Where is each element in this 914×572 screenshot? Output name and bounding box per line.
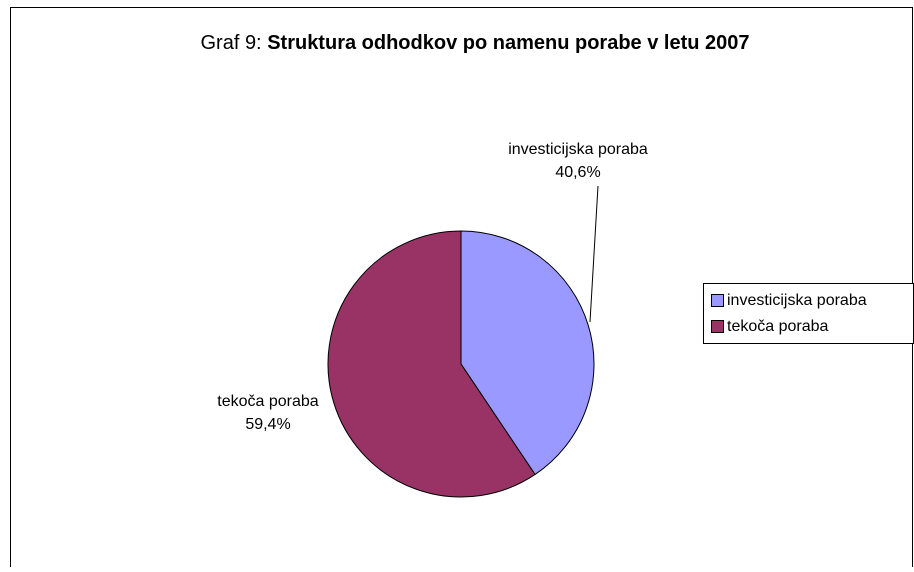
legend-swatch <box>711 320 724 333</box>
slice-value-label: 40,6% <box>555 164 600 181</box>
legend-swatch <box>711 294 724 307</box>
leader-line <box>589 185 599 323</box>
legend <box>703 283 914 344</box>
slice-label: investicijska poraba <box>508 141 648 158</box>
pie-slice <box>460 230 595 476</box>
legend-label: tekoča poraba <box>727 318 829 335</box>
legend-label: investicijska poraba <box>727 292 867 309</box>
title-text: Struktura odhodkov po namenu porabe v le… <box>267 32 749 54</box>
chart-title: Graf 9: Struktura odhodkov po namenu por… <box>200 32 749 54</box>
title-prefix: Graf 9: <box>200 32 261 54</box>
slice-label: tekoča poraba <box>217 393 319 410</box>
pie-slice <box>327 230 536 498</box>
slice-value-label: 59,4% <box>245 416 290 433</box>
